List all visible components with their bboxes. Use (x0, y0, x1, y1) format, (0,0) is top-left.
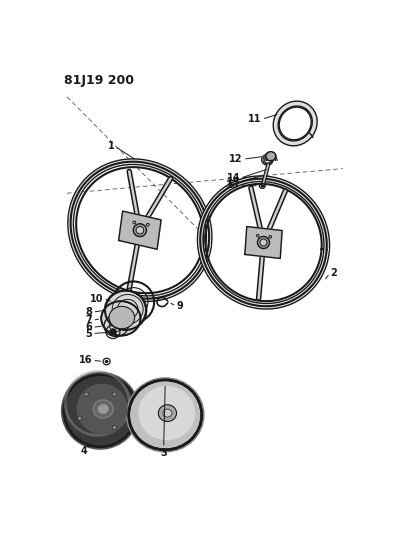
Ellipse shape (112, 392, 117, 397)
Text: 81J19 200: 81J19 200 (64, 74, 134, 87)
Text: 10: 10 (90, 294, 103, 304)
Text: 1: 1 (108, 141, 115, 151)
Ellipse shape (110, 329, 117, 335)
Text: 6: 6 (85, 322, 92, 333)
Ellipse shape (84, 392, 88, 397)
Ellipse shape (93, 400, 113, 418)
Ellipse shape (133, 224, 146, 237)
Ellipse shape (101, 301, 141, 336)
Text: 4: 4 (81, 446, 88, 456)
Ellipse shape (126, 377, 204, 453)
Text: 14: 14 (227, 173, 240, 183)
Ellipse shape (64, 375, 137, 447)
Polygon shape (245, 227, 282, 259)
Ellipse shape (98, 405, 108, 414)
Ellipse shape (61, 372, 139, 450)
Text: 9: 9 (176, 301, 183, 311)
Ellipse shape (163, 409, 172, 417)
Ellipse shape (267, 153, 274, 159)
Ellipse shape (78, 416, 82, 421)
Ellipse shape (76, 384, 128, 434)
Text: 11: 11 (248, 115, 262, 124)
Text: 12: 12 (229, 154, 243, 164)
Ellipse shape (158, 405, 177, 422)
Text: 16: 16 (79, 356, 92, 365)
Text: 15: 15 (227, 177, 240, 187)
Text: 8: 8 (85, 307, 92, 317)
Ellipse shape (109, 306, 135, 329)
Text: 13: 13 (226, 180, 240, 190)
Ellipse shape (138, 386, 195, 440)
Text: 7: 7 (85, 316, 92, 326)
Ellipse shape (136, 227, 144, 234)
Polygon shape (119, 211, 161, 249)
Ellipse shape (105, 360, 108, 363)
Ellipse shape (129, 380, 202, 450)
Ellipse shape (258, 237, 270, 248)
Text: 2: 2 (330, 268, 337, 278)
Ellipse shape (112, 425, 117, 430)
Ellipse shape (105, 290, 146, 330)
Text: 5: 5 (85, 329, 92, 338)
Ellipse shape (260, 239, 267, 246)
Text: 3: 3 (160, 448, 167, 458)
Ellipse shape (261, 184, 263, 187)
